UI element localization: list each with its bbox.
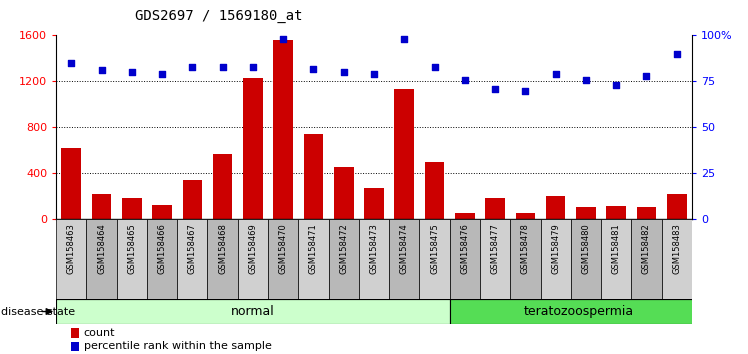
Point: [338, 69, 350, 75]
Text: GSM158483: GSM158483: [672, 223, 681, 274]
Text: normal: normal: [231, 305, 275, 318]
Text: teratozoospermia: teratozoospermia: [524, 305, 634, 318]
Text: GSM158477: GSM158477: [491, 223, 500, 274]
Text: GSM158470: GSM158470: [279, 223, 288, 274]
Text: GSM158467: GSM158467: [188, 223, 197, 274]
Point: [429, 64, 441, 69]
Point: [96, 68, 108, 73]
Bar: [450, 219, 480, 308]
Bar: [328, 219, 359, 308]
Text: GSM158472: GSM158472: [340, 223, 349, 274]
Point: [307, 66, 319, 72]
Point: [65, 60, 77, 66]
Text: GSM158471: GSM158471: [309, 223, 318, 274]
Bar: [450, 299, 707, 324]
Bar: [364, 188, 384, 219]
Bar: [541, 219, 571, 308]
Bar: [480, 219, 510, 308]
Point: [156, 71, 168, 77]
Bar: [122, 198, 141, 219]
Text: GSM158465: GSM158465: [127, 223, 136, 274]
Text: GSM158478: GSM158478: [521, 223, 530, 274]
Point: [489, 86, 501, 92]
Point: [126, 69, 138, 75]
Bar: [389, 219, 420, 308]
Text: GSM158474: GSM158474: [399, 223, 408, 274]
Text: GSM158475: GSM158475: [430, 223, 439, 274]
Bar: [304, 134, 323, 219]
Text: GSM158481: GSM158481: [612, 223, 621, 274]
Text: GSM158469: GSM158469: [248, 223, 257, 274]
Bar: [207, 219, 238, 308]
Bar: [298, 219, 328, 308]
Point: [368, 71, 380, 77]
Bar: [86, 219, 117, 308]
Bar: [268, 219, 298, 308]
Bar: [546, 196, 565, 219]
Point: [671, 51, 683, 57]
Bar: [425, 162, 444, 219]
Text: GDS2697 / 1569180_at: GDS2697 / 1569180_at: [135, 9, 302, 23]
Bar: [631, 219, 662, 308]
Bar: [420, 219, 450, 308]
Bar: [273, 40, 293, 219]
Bar: [510, 219, 541, 308]
Bar: [183, 181, 202, 219]
Bar: [243, 78, 263, 219]
Text: GSM158468: GSM158468: [218, 223, 227, 274]
Bar: [71, 329, 79, 338]
Bar: [515, 212, 536, 219]
Bar: [485, 198, 505, 219]
Point: [580, 77, 592, 82]
Bar: [238, 219, 268, 308]
Bar: [637, 207, 656, 219]
Bar: [359, 219, 389, 308]
Point: [519, 88, 531, 93]
Text: GSM158482: GSM158482: [642, 223, 651, 274]
Bar: [147, 219, 177, 308]
Bar: [56, 299, 450, 324]
Bar: [56, 219, 86, 308]
Text: GSM158463: GSM158463: [67, 223, 76, 274]
Text: GSM158476: GSM158476: [460, 223, 469, 274]
Point: [550, 71, 562, 77]
Bar: [662, 219, 692, 308]
Point: [186, 64, 198, 69]
Point: [459, 77, 470, 82]
Bar: [576, 207, 595, 219]
Bar: [61, 148, 81, 219]
Text: GSM158480: GSM158480: [581, 223, 590, 274]
Bar: [601, 219, 631, 308]
Text: count: count: [84, 328, 115, 338]
Bar: [667, 194, 687, 219]
Bar: [92, 194, 111, 219]
Text: GSM158473: GSM158473: [370, 223, 378, 274]
Bar: [334, 166, 354, 219]
Bar: [71, 342, 79, 351]
Bar: [455, 212, 475, 219]
Point: [398, 36, 410, 42]
Text: GSM158464: GSM158464: [97, 223, 106, 274]
Bar: [177, 219, 207, 308]
Bar: [212, 154, 233, 219]
Point: [278, 36, 289, 42]
Text: GSM158479: GSM158479: [551, 223, 560, 274]
Bar: [394, 90, 414, 219]
Text: disease state: disease state: [1, 307, 76, 316]
Bar: [607, 206, 626, 219]
Bar: [153, 205, 172, 219]
Point: [247, 64, 259, 69]
Point: [610, 82, 622, 88]
Point: [640, 73, 652, 79]
Bar: [117, 219, 147, 308]
Text: percentile rank within the sample: percentile rank within the sample: [84, 341, 272, 351]
Text: GSM158466: GSM158466: [158, 223, 167, 274]
Point: [217, 64, 229, 69]
Bar: [571, 219, 601, 308]
